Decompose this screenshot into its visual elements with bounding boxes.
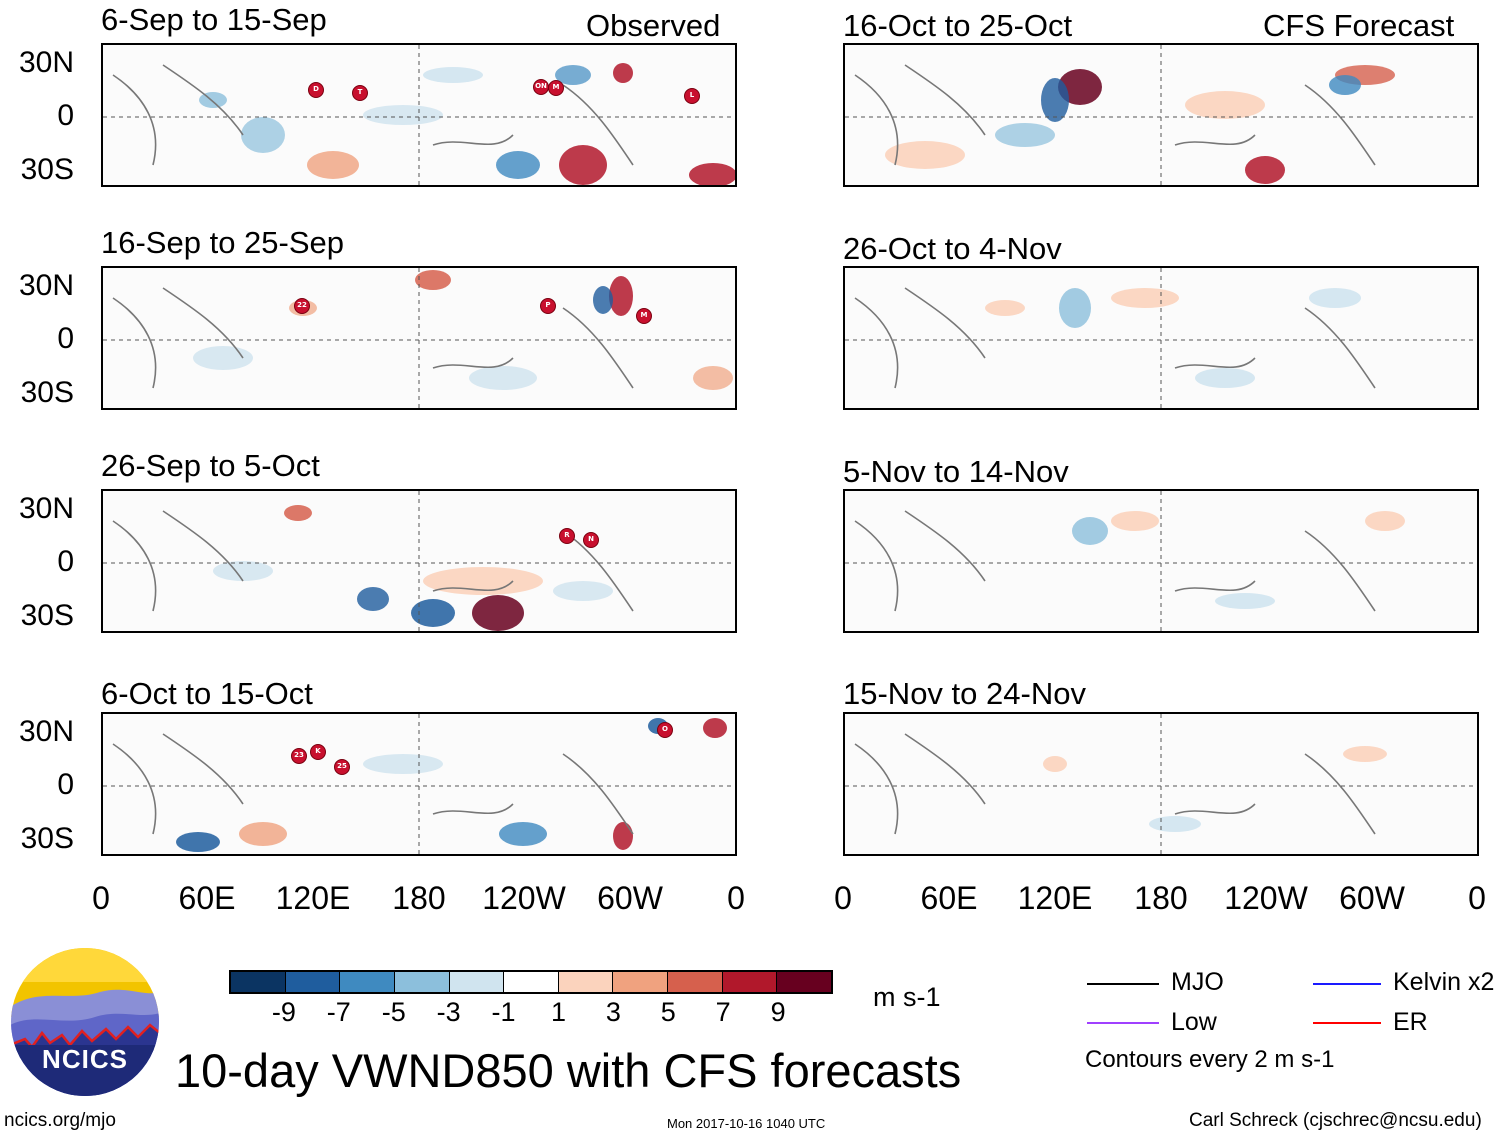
lon-label-180: 180: [392, 880, 446, 916]
colorbar-tick-label: 1: [550, 997, 566, 1027]
lon-label-180: 180: [1134, 880, 1188, 916]
forecast-map-panel-1: [843, 43, 1479, 187]
legend-line-low: [1087, 1022, 1159, 1024]
observed-panel-4-title: 6-Oct to 15-Oct: [101, 676, 313, 711]
colorbar-tick-label: 9: [770, 997, 786, 1027]
main-title: 10-day VWND850 with CFS forecasts: [175, 1044, 962, 1097]
colorbar: [229, 970, 833, 994]
lon-label-60e: 60E: [920, 880, 978, 916]
lat-label-30n: 30N: [18, 715, 74, 748]
footer-url[interactable]: ncics.org/mjo: [4, 1110, 116, 1131]
observed-map-panel-2: [101, 266, 737, 410]
lat-label-0: 0: [57, 545, 74, 578]
colorbar-swatch: [721, 972, 777, 992]
lon-label-0: 0: [92, 880, 110, 916]
lon-label-120e: 120E: [275, 880, 351, 916]
colorbar-units: m s-1: [873, 982, 941, 1012]
colorbar-tick-label: -7: [326, 997, 351, 1027]
lon-label-60w: 60W: [1339, 880, 1405, 916]
forecast-map-panel-4: [843, 712, 1479, 856]
storm-marker: O: [657, 722, 673, 738]
contour-note: Contours every 2 m s-1: [1085, 1046, 1335, 1073]
lon-label-60e: 60E: [178, 880, 236, 916]
colorbar-swatch: [284, 972, 340, 992]
lat-label-30n: 30N: [18, 492, 74, 525]
lon-label-60w: 60W: [597, 880, 663, 916]
forecast-panel-2-title: 26-Oct to 4-Nov: [843, 231, 1062, 266]
storm-marker: N: [583, 532, 599, 548]
lon-label-120w: 120W: [1224, 880, 1308, 916]
observed-map-panel-4: [101, 712, 737, 856]
forecast-map-panel-2: [843, 266, 1479, 410]
observed-map-panel-1: [101, 43, 737, 187]
lat-label-30s: 30S: [20, 153, 74, 186]
forecast-panel-4-title: 15-Nov to 24-Nov: [843, 676, 1086, 711]
storm-marker: D: [308, 82, 324, 98]
observed-map-panel-3: [101, 489, 737, 633]
colorbar-swatch: [557, 972, 613, 992]
lon-label-120e: 120E: [1017, 880, 1093, 916]
lat-label-0: 0: [57, 768, 74, 801]
storm-marker: P: [540, 298, 556, 314]
colorbar-tick-label: -3: [436, 997, 461, 1027]
storm-marker: M: [548, 80, 564, 96]
forecast-panel-3-title: 5-Nov to 14-Nov: [843, 454, 1069, 489]
lat-label-30n: 30N: [18, 269, 74, 302]
storm-marker: 25: [334, 759, 350, 775]
colorbar-swatch: [448, 972, 504, 992]
storm-marker: 22: [294, 298, 310, 314]
storm-marker: M: [636, 308, 652, 324]
lat-label-30s: 30S: [20, 822, 74, 855]
footer-timestamp: Mon 2017-10-16 1040 UTC: [667, 1116, 826, 1131]
colorbar-tick-label: 7: [715, 997, 731, 1027]
legend-line-kelvin: [1313, 983, 1381, 985]
colorbar-swatch: [612, 972, 668, 992]
storm-marker: R: [559, 528, 575, 544]
logo-text: NCICS: [42, 1044, 128, 1074]
colorbar-swatch: [339, 972, 394, 992]
colorbar-swatch: [393, 972, 449, 992]
colorbar-swatch: [776, 972, 832, 992]
ncics-logo: NCICS: [10, 947, 160, 1097]
storm-marker: K: [310, 744, 326, 760]
lon-label-120w: 120W: [482, 880, 566, 916]
storm-marker: 23: [291, 748, 307, 764]
legend-line-er: [1313, 1022, 1381, 1024]
storm-marker: ON: [533, 79, 549, 95]
observed-panel-3-title: 26-Sep to 5-Oct: [101, 448, 320, 483]
colorbar-tick-label: -9: [271, 997, 296, 1027]
observed-panel-2-title: 16-Sep to 25-Sep: [101, 225, 345, 260]
forecast-map-panel-3: [843, 489, 1479, 633]
colorbar-tick-label: -1: [491, 997, 516, 1027]
legend-label-er: ER: [1393, 1008, 1428, 1036]
lon-label-0: 0: [834, 880, 852, 916]
colorbar-tick-label: -5: [381, 997, 406, 1027]
colorbar-swatch: [231, 972, 285, 992]
colorbar-tick-label: 3: [605, 997, 621, 1027]
observed-panel-1-title: 6-Sep to 15-Sep: [101, 2, 327, 37]
storm-marker: L: [684, 88, 700, 104]
footer-credit: Carl Schreck (cjschrec@ncsu.edu): [1189, 1110, 1482, 1131]
lon-label-0-end: 0: [727, 880, 745, 916]
lat-label-30n: 30N: [18, 46, 74, 79]
lat-label-0: 0: [57, 99, 74, 132]
legend-line-mjo: [1087, 983, 1159, 985]
legend-label-mjo: MJO: [1171, 968, 1224, 996]
lon-label-0-end: 0: [1468, 880, 1486, 916]
lat-label-0: 0: [57, 322, 74, 355]
forecast-column-header: CFS Forecast: [1263, 8, 1455, 43]
colorbar-tick-label: 5: [660, 997, 676, 1027]
colorbar-swatch: [503, 972, 558, 992]
colorbar-swatch: [667, 972, 722, 992]
lat-label-30s: 30S: [20, 376, 74, 409]
legend-label-kelvin: Kelvin x2: [1393, 968, 1495, 996]
observed-column-header: Observed: [586, 8, 721, 43]
storm-marker: T: [352, 85, 368, 101]
legend-label-low: Low: [1171, 1008, 1217, 1036]
forecast-panel-1-title: 16-Oct to 25-Oct: [843, 8, 1073, 43]
lat-label-30s: 30S: [20, 599, 74, 632]
